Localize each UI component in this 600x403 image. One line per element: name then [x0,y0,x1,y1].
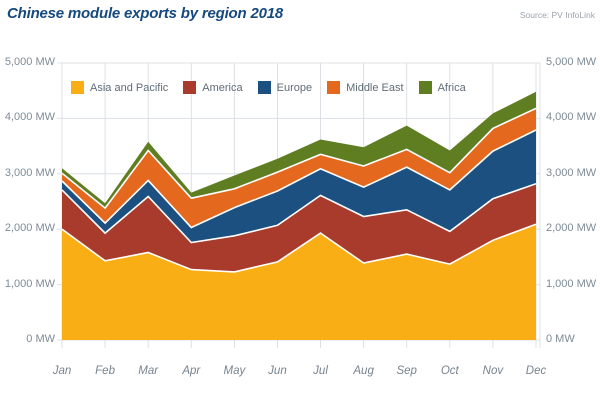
y-tick-label-left: 3,000 MW [4,166,55,179]
legend-label: America [202,81,243,94]
y-tick-label-right: 2,000 MW [546,222,597,235]
x-tick-label: Aug [353,365,374,377]
legend-item-africa: Africa [418,81,466,94]
x-tick-label: Jun [268,365,287,377]
legend-item-america: America [183,81,243,94]
area-middle-east [62,108,536,228]
legend-swatch-europe [257,81,271,94]
legend-swatch-asia-and-pacific [71,81,84,94]
y-tick-label-right: 3,000 MW [546,166,597,179]
y-tick-label-right: 0 MW [546,333,575,345]
y-tick-label-right: 5,000 MW [546,56,597,68]
band-separator [61,183,537,244]
legend-label: Europe [276,81,313,94]
x-tick-label: Jan [52,365,72,377]
legend-item-middle-east: Middle East [327,81,404,94]
y-tick-label-right: 4,000 MW [546,111,597,124]
y-tick-label-left: 4,000 MW [4,111,55,124]
x-tick-label: Apr [182,365,201,377]
area-africa [62,91,536,209]
x-tick-label: Dec [525,365,547,377]
area-america [62,183,536,272]
area-asia-and-pacific [62,224,536,340]
legend-swatch-middle-east [327,81,341,94]
chart-title: Chinese module exports by region 2018 [7,5,284,22]
x-tick-label: May [223,365,246,377]
y-tick-label-left: 5,000 MW [4,56,55,68]
band-separator [61,129,537,229]
band-separator [61,107,537,210]
legend-label: Africa [437,81,466,94]
legend-label: Middle East [346,81,404,94]
source-credit: Source: PV InfoLink [519,10,595,20]
y-tick-label-left: 2,000 MW [4,222,55,235]
x-tick-label: Jul [313,365,328,377]
x-tick-label: Mar [138,365,159,377]
band-separator [61,223,537,273]
legend-item-europe: Europe [257,81,313,94]
x-tick-label: Feb [95,365,115,377]
legend-item-asia-and-pacific: Asia and Pacific [71,81,168,94]
legend: Asia and Pacific America Europe Middle East… [71,81,466,94]
y-tick-label-left: 1,000 MW [4,277,55,290]
y-tick-label-right: 1,000 MW [546,277,597,290]
y-tick-label-left: 0 MW [26,333,55,345]
legend-label: Asia and Pacific [90,81,169,94]
legend-swatch-africa [418,81,432,94]
x-tick-label: Nov [482,365,504,377]
legend-swatch-america [183,81,197,94]
x-tick-label: Oct [440,365,459,377]
x-tick-label: Sep [396,365,417,377]
